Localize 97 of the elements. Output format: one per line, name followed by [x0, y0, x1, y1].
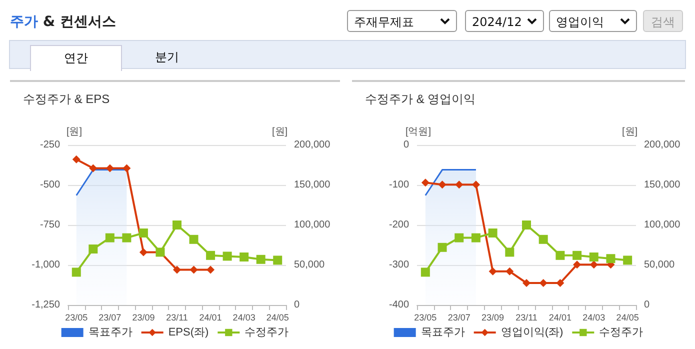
x-tick-label: 23/05 [414, 312, 437, 322]
x-tick-label: 23/09 [482, 312, 504, 322]
x-tick-label: 24/03 [232, 312, 256, 322]
point [488, 228, 498, 238]
point [89, 164, 98, 172]
point [122, 164, 131, 172]
point [206, 266, 215, 274]
y-axis-title: [원] [66, 126, 82, 138]
x-tick-label: 23/11 [166, 312, 188, 322]
y2-tick-label: 150,000 [644, 180, 681, 190]
point [72, 155, 80, 164]
y2-axis-title: [원] [622, 126, 638, 138]
y-tick-label: -300 [388, 260, 410, 270]
point [256, 254, 266, 264]
point [139, 248, 148, 256]
y2-tick-label: 150,000 [294, 180, 331, 190]
text: 연간 [30, 45, 122, 71]
text: 영업이익 [556, 15, 604, 29]
y-tick-label: -1,250 [32, 300, 60, 310]
point [190, 266, 198, 274]
y2-tick-label: 0 [294, 300, 300, 310]
x-tick-label: 24/01 [548, 312, 572, 322]
y-tick-label: -200 [388, 220, 410, 230]
y2-tick-label: 50,000 [644, 260, 676, 270]
point [589, 252, 598, 262]
text: 분기 [154, 49, 180, 66]
y-tick-label: -400 [388, 300, 410, 310]
point [72, 268, 81, 277]
point [573, 260, 582, 269]
point [472, 180, 480, 189]
legend-label: 영업이익(좌) [500, 326, 564, 338]
y2-axis-title: [원] [272, 126, 288, 138]
point [556, 279, 564, 287]
point [572, 250, 582, 260]
x-tick-label: 23/07 [448, 312, 470, 322]
y-axis-title: [억원] [405, 126, 432, 138]
text: 주재무제표 [354, 15, 414, 29]
point [438, 242, 447, 252]
point [590, 260, 598, 269]
point [506, 267, 514, 276]
point [623, 256, 632, 265]
x-tick-label: 24/05 [616, 312, 639, 322]
x-tick-label: 23/07 [98, 312, 122, 322]
x-tick-label: 23/09 [132, 312, 155, 322]
point [222, 252, 232, 261]
point [556, 250, 565, 260]
x-tick-label: 23/05 [65, 312, 88, 322]
y2-tick-label: 100,000 [644, 220, 681, 230]
x-tick-label: 24/03 [582, 312, 606, 322]
legend-label: 목표주가 [88, 326, 132, 338]
point [606, 254, 616, 264]
point [240, 252, 249, 262]
point [539, 279, 548, 287]
y-tick-label: -750 [40, 220, 60, 230]
point [273, 256, 282, 265]
point [189, 234, 198, 244]
text: 주가 & 컨센서스 [10, 13, 116, 31]
y-tick-label: -250 [40, 140, 60, 150]
point [172, 220, 182, 230]
point [106, 164, 114, 172]
point [505, 248, 514, 257]
y2-tick-label: 100,000 [294, 220, 331, 230]
text: 검색 [643, 10, 683, 32]
legend-label: 목표주가 [420, 326, 465, 338]
legend-label: 수정주가 [599, 326, 644, 338]
point [122, 233, 132, 242]
point [88, 244, 98, 254]
y2-tick-label: 50,000 [294, 260, 326, 270]
point [105, 233, 114, 242]
y-tick-label: 0 [403, 140, 410, 150]
y2-tick-label: 0 [644, 300, 650, 310]
chart-title: 수정주가 & 영업이익 [365, 92, 476, 106]
point [421, 178, 430, 187]
point [420, 268, 430, 277]
point [206, 250, 216, 260]
y-tick-label: -500 [40, 180, 60, 190]
x-tick-label: 24/05 [266, 312, 289, 322]
point [538, 234, 548, 244]
point [454, 233, 464, 242]
x-tick-label: 24/01 [199, 312, 222, 322]
x-tick-label: 23/11 [516, 312, 538, 322]
point [488, 267, 497, 276]
legend-label: EPS(좌) [168, 326, 209, 338]
y-tick-label: -100 [388, 180, 410, 190]
point [471, 233, 480, 242]
point [522, 279, 530, 287]
text: 2024/12 [472, 15, 522, 29]
point [438, 180, 446, 189]
y-tick-label: -1,000 [32, 260, 60, 270]
point [138, 228, 148, 238]
y2-tick-label: 200,000 [294, 140, 331, 150]
chart-title: 수정주가 & EPS [23, 92, 110, 106]
y2-tick-label: 200,000 [644, 140, 681, 150]
legend-label: 수정주가 [244, 326, 289, 338]
point [173, 266, 181, 274]
point [522, 220, 531, 230]
point [455, 180, 464, 189]
